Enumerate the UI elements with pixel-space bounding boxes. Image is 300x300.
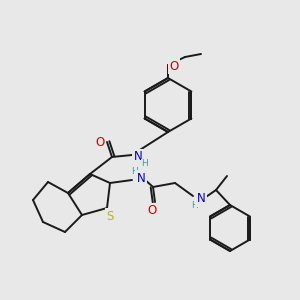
Text: N: N [134,151,142,164]
Text: O: O [169,59,178,73]
Text: N: N [196,193,206,206]
Text: S: S [106,209,114,223]
Text: H: H [190,200,197,209]
Text: H: H [132,167,138,176]
Text: O: O [147,205,157,218]
Text: N: N [136,172,146,184]
Text: O: O [95,136,105,149]
Text: H: H [142,160,148,169]
